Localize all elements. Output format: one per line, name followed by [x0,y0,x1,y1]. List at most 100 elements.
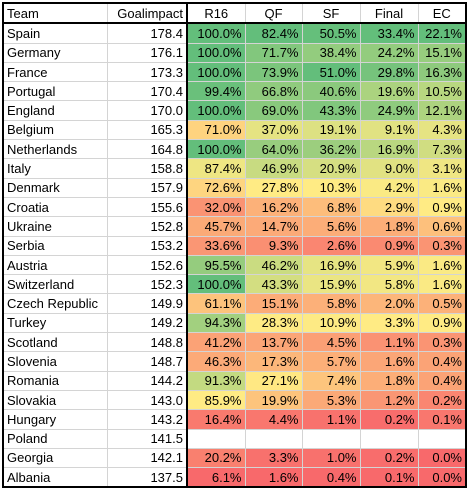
final-cell: 1.2% [359,389,419,411]
table-row: Germany 176.1 100.0% 71.7% 38.4% 24.2% 15.1% [2,42,467,63]
sf-cell: 5.3% [301,389,361,411]
sf-cell: 1.1% [301,409,361,430]
team-cell: Albania [2,467,108,488]
goalimpact-cell: 173.3 [106,61,188,83]
goalimpact-cell: 152.8 [106,216,188,237]
qf-cell: 4.4% [244,409,303,430]
final-cell: 1.8% [359,370,419,391]
sf-cell: 2.6% [301,235,361,256]
ec-cell: 4.3% [417,119,467,141]
team-cell: Czech Republic [2,293,108,314]
sf-cell: 6.8% [301,196,361,218]
r16-cell: 100.0% [186,100,246,121]
r16-cell: 100.0% [186,139,246,160]
sf-cell: 1.0% [301,447,361,469]
table-row: Slovakia 143.0 85.9% 19.9% 5.3% 1.2% 0.2% [2,389,467,411]
sf-cell: 19.1% [301,119,361,141]
r16-cell: 100.0% [186,42,246,63]
table-row: Turkey 149.2 94.3% 28.3% 10.9% 3.3% 0.9% [2,312,467,334]
table-row: Poland 141.5 [2,428,467,449]
goalimpact-cell: 144.2 [106,370,188,391]
ec-cell: 10.5% [417,81,467,102]
table-row: France 173.3 100.0% 73.9% 51.0% 29.8% 16.3% [2,61,467,83]
final-cell: 9.1% [359,119,419,141]
ec-cell: 15.1% [417,42,467,63]
table-row: Switzerland 152.3 100.0% 43.3% 15.9% 5.8% 1.6% [2,274,467,295]
final-cell: 33.4% [359,22,419,44]
final-cell: 4.2% [359,177,419,198]
table-row: Croatia 155.6 32.0% 16.2% 6.8% 2.9% 0.9% [2,196,467,218]
team-cell: Hungary [2,409,108,430]
ec-cell: 0.4% [417,370,467,391]
team-cell: Romania [2,370,108,391]
table-row: Ukraine 152.8 45.7% 14.7% 5.6% 1.8% 0.6% [2,216,467,237]
qf-cell: 71.7% [244,42,303,63]
ec-cell: 16.3% [417,61,467,83]
sf-cell: 16.9% [301,254,361,276]
qf-cell: 14.7% [244,216,303,237]
r16-cell: 71.0% [186,119,246,141]
header-final: Final [359,2,419,25]
goalimpact-cell: 164.8 [106,139,188,160]
sf-cell: 5.6% [301,216,361,237]
final-cell: 24.2% [359,42,419,63]
table-row: Hungary 143.2 16.4% 4.4% 1.1% 0.2% 0.1% [2,409,467,430]
table-row: Portugal 170.4 99.4% 66.8% 40.6% 19.6% 10.5% [2,81,467,102]
final-cell: 5.8% [359,274,419,295]
goalimpact-cell: 143.0 [106,389,188,411]
ec-cell: 7.3% [417,139,467,160]
table-row: Belgium 165.3 71.0% 37.0% 19.1% 9.1% 4.3% [2,119,467,141]
final-cell: 29.8% [359,61,419,83]
r16-cell: 16.4% [186,409,246,430]
r16-cell: 61.1% [186,293,246,314]
sf-cell: 51.0% [301,61,361,83]
sf-cell: 5.8% [301,293,361,314]
header-team: Team [2,2,108,25]
sf-cell: 10.9% [301,312,361,334]
qf-cell: 46.9% [244,158,303,179]
r16-cell: 33.6% [186,235,246,256]
goalimpact-cell: 157.9 [106,177,188,198]
goalimpact-cell: 137.5 [106,467,188,488]
team-cell: Serbia [2,235,108,256]
team-cell: Spain [2,22,108,44]
table-row: Serbia 153.2 33.6% 9.3% 2.6% 0.9% 0.3% [2,235,467,256]
qf-cell: 13.7% [244,332,303,353]
goalimpact-cell: 141.5 [106,428,188,449]
table-row: Netherlands 164.8 100.0% 64.0% 36.2% 16.9% 7.3… [2,139,467,160]
team-cell: Slovakia [2,389,108,411]
table-row: Spain 178.4 100.0% 82.4% 50.5% 33.4% 22.1% [2,22,467,44]
ec-cell: 3.1% [417,158,467,179]
ec-cell: 0.5% [417,293,467,314]
qf-cell: 66.8% [244,81,303,102]
qf-cell: 43.3% [244,274,303,295]
ec-cell: 0.2% [417,389,467,411]
goalimpact-cell: 170.0 [106,100,188,121]
team-cell: England [2,100,108,121]
qf-cell: 69.0% [244,100,303,121]
team-cell: Portugal [2,81,108,102]
qf-cell: 46.2% [244,254,303,276]
table-row: Austria 152.6 95.5% 46.2% 16.9% 5.9% 1.6% [2,254,467,276]
ec-cell: 0.0% [417,447,467,469]
team-cell: Ukraine [2,216,108,237]
team-cell: Denmark [2,177,108,198]
final-cell [359,428,419,449]
qf-cell: 27.1% [244,370,303,391]
r16-cell: 46.3% [186,351,246,372]
goalimpact-cell: 178.4 [106,22,188,44]
ec-cell: 0.3% [417,332,467,353]
team-cell: Netherlands [2,139,108,160]
ec-cell [417,428,467,449]
ec-cell: 0.9% [417,196,467,218]
team-cell: Poland [2,428,108,449]
team-cell: Austria [2,254,108,276]
ec-cell: 1.6% [417,254,467,276]
team-cell: Belgium [2,119,108,141]
goalimpact-cell: 158.8 [106,158,188,179]
r16-cell: 85.9% [186,389,246,411]
r16-cell: 6.1% [186,467,246,488]
qf-cell: 64.0% [244,139,303,160]
final-cell: 0.1% [359,467,419,488]
qf-cell [244,428,303,449]
